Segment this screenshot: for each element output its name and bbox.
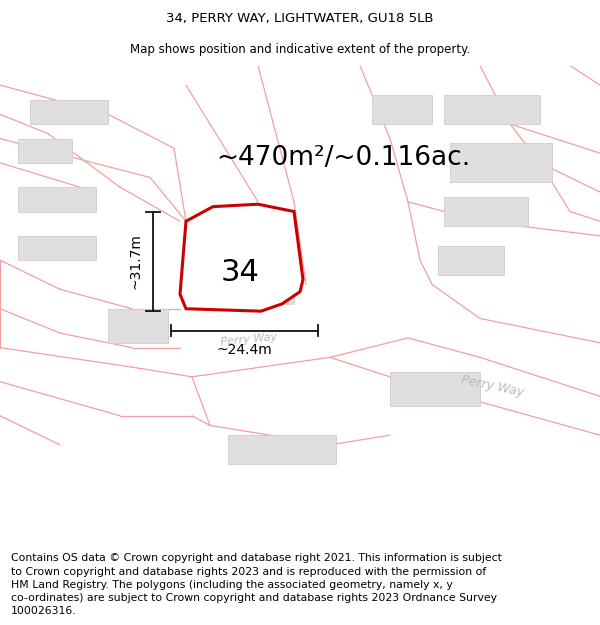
Polygon shape: [108, 309, 168, 342]
Polygon shape: [450, 143, 552, 182]
Polygon shape: [189, 241, 294, 304]
Polygon shape: [18, 236, 96, 260]
Polygon shape: [438, 246, 504, 275]
Text: ~31.7m: ~31.7m: [128, 233, 142, 289]
Polygon shape: [228, 435, 336, 464]
Text: ~470m²/~0.116ac.: ~470m²/~0.116ac.: [216, 145, 470, 171]
Text: Map shows position and indicative extent of the property.: Map shows position and indicative extent…: [130, 42, 470, 56]
Text: Perry Way: Perry Way: [220, 332, 278, 347]
Text: 34: 34: [221, 258, 259, 287]
Polygon shape: [30, 99, 108, 124]
Polygon shape: [444, 95, 540, 124]
Polygon shape: [18, 139, 72, 163]
Text: ~24.4m: ~24.4m: [217, 342, 272, 357]
Polygon shape: [180, 204, 303, 311]
Polygon shape: [18, 188, 96, 211]
Polygon shape: [372, 95, 432, 124]
Polygon shape: [444, 197, 528, 226]
Text: Contains OS data © Crown copyright and database right 2021. This information is : Contains OS data © Crown copyright and d…: [11, 553, 502, 616]
Text: 34, PERRY WAY, LIGHTWATER, GU18 5LB: 34, PERRY WAY, LIGHTWATER, GU18 5LB: [166, 12, 434, 25]
Text: Perry Way: Perry Way: [460, 374, 524, 399]
Polygon shape: [390, 372, 480, 406]
